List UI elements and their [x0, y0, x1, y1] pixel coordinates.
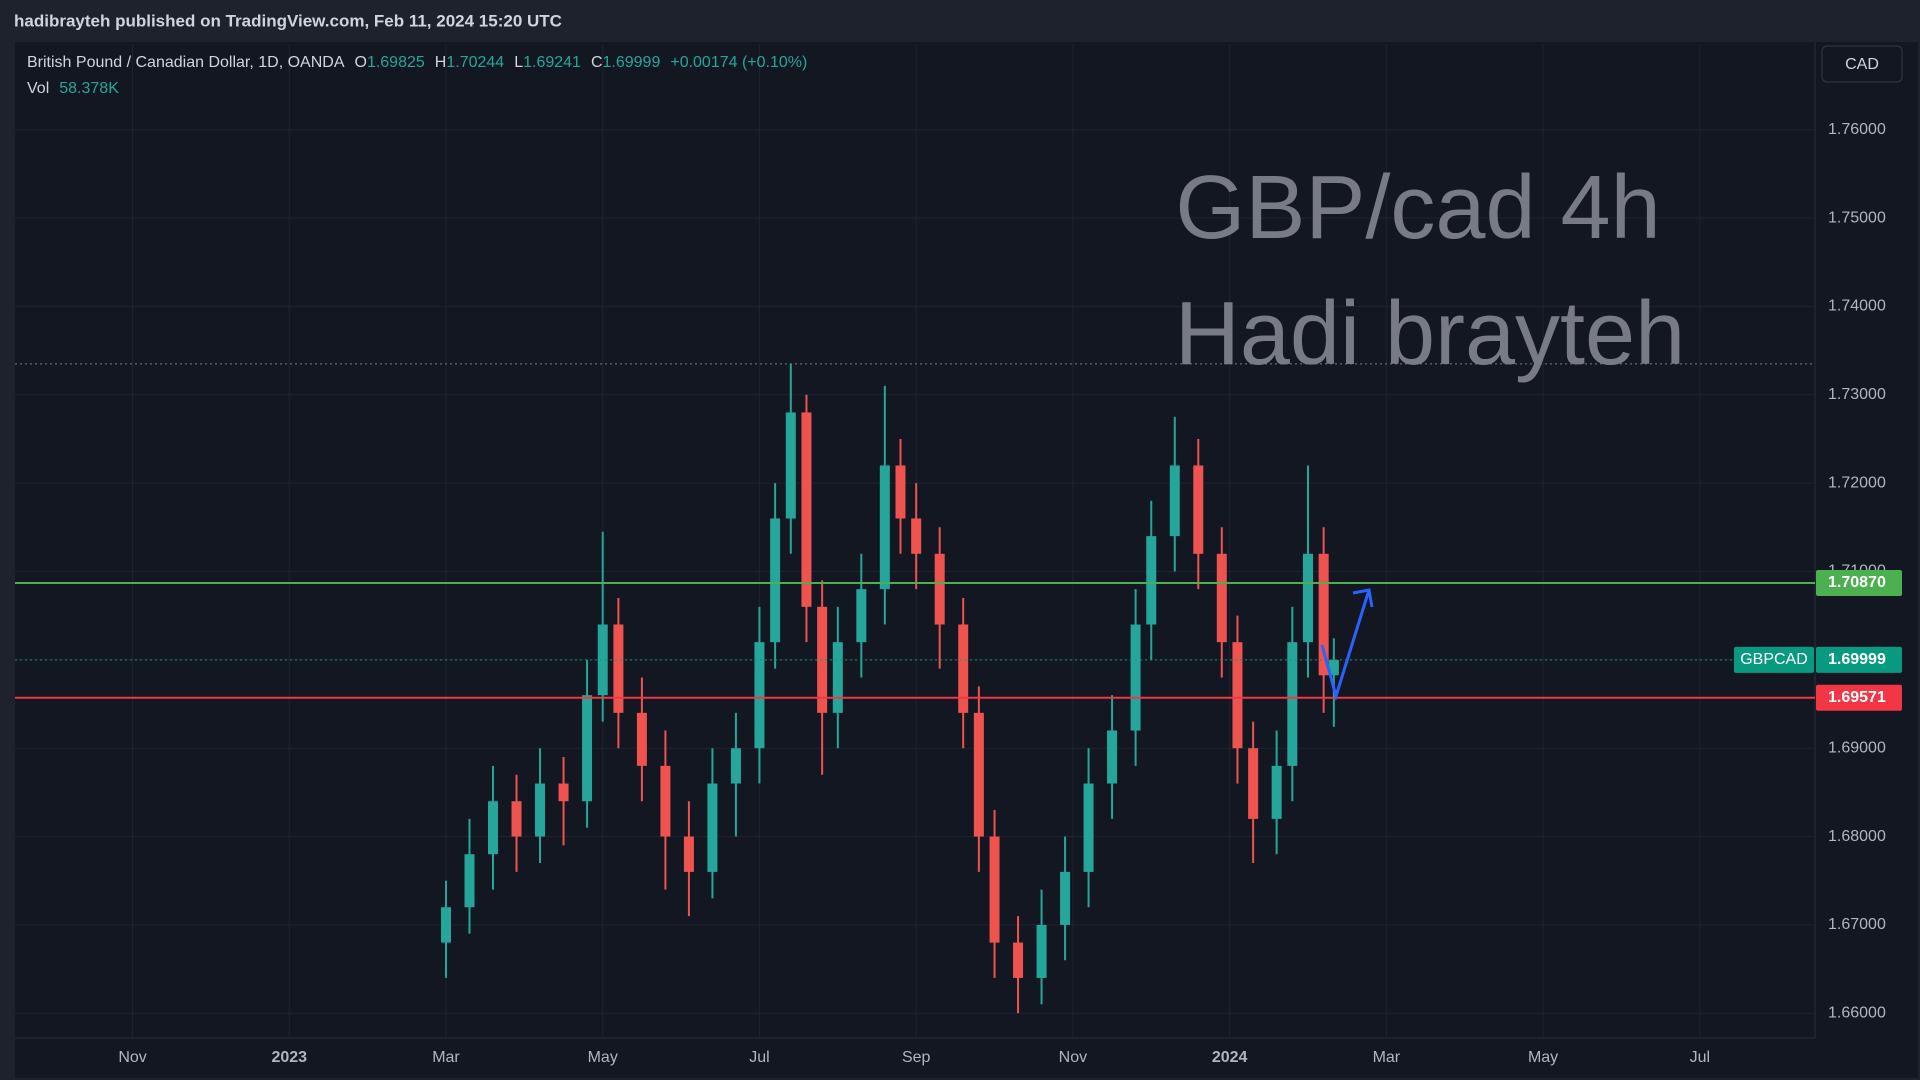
legend-item: 1.69999 — [603, 54, 661, 71]
candle-body — [1302, 553, 1313, 643]
candle-body — [958, 624, 969, 713]
x-tick-label: Nov — [1059, 1049, 1087, 1066]
candle-body — [535, 783, 546, 837]
candle-body — [488, 801, 499, 855]
x-tick-label: Nov — [118, 1049, 146, 1066]
legend-item: Vol — [27, 80, 49, 97]
y-tick-label: 1.66000 — [1828, 1004, 1886, 1021]
candle-body — [1107, 730, 1118, 784]
candle-body — [801, 412, 812, 607]
candle-body — [613, 624, 624, 713]
legend-item: 1.69825 — [367, 54, 425, 71]
legend-item: British Pound / Canadian Dollar, 1D, OAN… — [27, 54, 345, 71]
plot — [15, 44, 1815, 1038]
y-tick-label: 1.68000 — [1828, 828, 1886, 845]
candle-body — [464, 854, 475, 908]
legend-item: O — [354, 54, 366, 71]
candle-body — [1232, 642, 1243, 749]
legend-item: C — [591, 54, 603, 71]
currency-label[interactable]: CAD — [1845, 56, 1879, 73]
candle-body — [934, 553, 945, 625]
y-tick-label: 1.72000 — [1828, 474, 1886, 491]
candle-body — [785, 412, 796, 519]
legend-item: +0.00174 (+0.10%) — [670, 54, 807, 71]
candle-body — [770, 518, 781, 643]
x-tick-label: 2023 — [271, 1049, 307, 1066]
volume-legend: Vol 58.378K — [27, 80, 119, 97]
candle-body — [856, 589, 867, 643]
legend: British Pound / Canadian Dollar, 1D, OAN… — [27, 54, 807, 71]
candle-body — [1318, 553, 1329, 676]
y-tick-label: 1.76000 — [1828, 121, 1886, 138]
header-title: hadibrayteh published on TradingView.com… — [14, 11, 562, 30]
x-tick-label: May — [588, 1049, 618, 1066]
candle-body — [754, 642, 765, 749]
symbol-tag — [1734, 646, 1814, 673]
legend-item: 58.378K — [59, 80, 119, 97]
last-price-label: 1.69999 — [1828, 651, 1886, 668]
x-tick-label: Mar — [432, 1049, 460, 1066]
level-tag — [1816, 569, 1902, 596]
candle-body — [832, 642, 843, 713]
candle-body — [911, 518, 922, 554]
legend-item: 1.69241 — [523, 54, 581, 71]
candle-body — [973, 712, 984, 837]
symbol-tag-label: GBPCAD — [1740, 651, 1808, 668]
legend-item: L — [514, 54, 523, 71]
chart-pane — [15, 42, 1918, 1078]
candle-body — [683, 836, 694, 872]
legend-item: 1.70244 — [446, 54, 504, 71]
candle-body — [1271, 765, 1282, 819]
candle-body — [730, 748, 741, 784]
annotation: Hadi brayteh — [1175, 284, 1685, 384]
candle-body — [1146, 536, 1157, 625]
arrow-head — [1352, 588, 1374, 608]
level-tag — [1816, 684, 1902, 711]
x-tick-label: Jul — [1690, 1049, 1710, 1066]
candle-body — [1036, 924, 1047, 978]
y-tick-label: 1.67000 — [1828, 916, 1886, 933]
y-tick-label: 1.73000 — [1828, 386, 1886, 403]
candle-body — [636, 712, 647, 766]
x-tick-label: Mar — [1373, 1049, 1401, 1066]
last-price-tag — [1816, 646, 1902, 673]
candle-body — [1060, 871, 1071, 925]
level-tag-label: 1.69571 — [1828, 689, 1886, 706]
x-tick-label: 2024 — [1212, 1049, 1248, 1066]
currency-button[interactable] — [1821, 45, 1903, 83]
candle-body — [879, 465, 890, 590]
y-tick-label: 1.75000 — [1828, 209, 1886, 226]
candle-body — [1287, 642, 1298, 766]
candle-body — [1328, 659, 1339, 676]
candle-body — [582, 695, 593, 802]
level-tag-label: 1.70870 — [1828, 574, 1886, 591]
legend-item: H — [435, 54, 447, 71]
candle-body — [1248, 748, 1259, 819]
candle-body — [660, 765, 671, 837]
candle-body — [895, 465, 906, 519]
candle-body — [558, 783, 569, 802]
drawn-arrow — [1320, 589, 1371, 702]
x-tick-label: May — [1528, 1049, 1558, 1066]
y-tick-label: 1.69000 — [1828, 739, 1886, 756]
candle-body — [817, 606, 828, 713]
x-tick-label: Jul — [749, 1049, 769, 1066]
candle-body — [989, 836, 1000, 943]
candle-body — [597, 624, 608, 696]
candle-body — [1216, 553, 1227, 643]
x-tick-label: Sep — [902, 1049, 931, 1066]
candle-body — [511, 801, 522, 837]
annotation: GBP/cad 4h — [1175, 158, 1660, 258]
candle-body — [1169, 465, 1180, 537]
candle-body — [1193, 465, 1204, 554]
y-tick-label: 1.74000 — [1828, 298, 1886, 315]
candle-body — [1130, 624, 1141, 731]
candle-body — [707, 783, 718, 872]
candle-body — [1013, 942, 1024, 978]
candle-body — [1083, 783, 1094, 872]
candle-body — [440, 907, 451, 943]
